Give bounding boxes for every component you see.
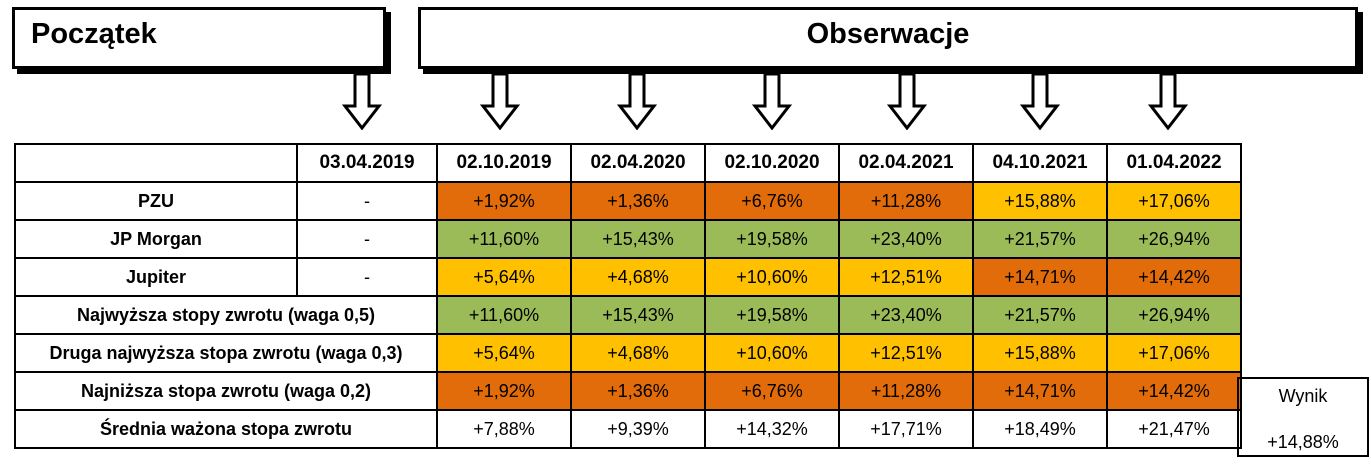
down-arrow-icon	[1020, 72, 1060, 130]
value-cell: +1,92%	[436, 181, 572, 221]
down-arrow-icon	[1148, 72, 1188, 130]
row-label: JP Morgan	[14, 219, 298, 259]
table-row: JP Morgan - +11,60% +15,43% +19,58% +23,…	[14, 219, 1242, 259]
value-cell: +12,51%	[838, 333, 974, 373]
value-cell: +14,32%	[704, 409, 840, 449]
row-label: PZU	[14, 181, 298, 221]
value-cell: +23,40%	[838, 295, 974, 335]
table-row: Średnia ważona stopa zwrotu +7,88% +9,39…	[14, 409, 1242, 449]
row-label: Druga najwyższa stopa zwrotu (waga 0,3)	[14, 333, 438, 373]
value-cell: +14,71%	[972, 257, 1108, 297]
date-header: 03.04.2019	[296, 143, 438, 183]
value-cell: +21,47%	[1106, 409, 1242, 449]
value-cell: +14,42%	[1106, 371, 1242, 411]
value-cell: +17,71%	[838, 409, 974, 449]
value-cell: +10,60%	[704, 333, 840, 373]
returns-table: 03.04.2019 02.10.2019 02.04.2020 02.10.2…	[14, 143, 1242, 449]
date-header: 02.04.2021	[838, 143, 974, 183]
value-cell: +26,94%	[1106, 219, 1242, 259]
start-value: -	[296, 257, 438, 297]
down-arrow-icon	[617, 72, 657, 130]
value-cell: +21,57%	[972, 219, 1108, 259]
result-value: +14,88%	[1267, 432, 1339, 452]
value-cell: +11,28%	[838, 371, 974, 411]
row-label: Jupiter	[14, 257, 298, 297]
row-label: Najniższa stopa zwrotu (waga 0,2)	[14, 371, 438, 411]
value-cell: +6,76%	[704, 181, 840, 221]
value-cell: +11,28%	[838, 181, 974, 221]
date-header: 04.10.2021	[972, 143, 1108, 183]
value-cell: +19,58%	[704, 219, 840, 259]
down-arrow-icon	[480, 72, 520, 130]
value-cell: +18,49%	[972, 409, 1108, 449]
table-row: Najniższa stopa zwrotu (waga 0,2) +1,92%…	[14, 371, 1242, 411]
start-value: -	[296, 219, 438, 259]
value-cell: +5,64%	[436, 333, 572, 373]
value-cell: +4,68%	[570, 333, 706, 373]
value-cell: +1,36%	[570, 371, 706, 411]
value-cell: +21,57%	[972, 295, 1108, 335]
result-label: Wynik	[1278, 386, 1328, 406]
value-cell: +15,88%	[972, 333, 1108, 373]
date-header: 02.10.2020	[704, 143, 840, 183]
value-cell: +5,64%	[436, 257, 572, 297]
date-header: 02.04.2020	[570, 143, 706, 183]
value-cell: +4,68%	[570, 257, 706, 297]
value-cell: +11,60%	[436, 295, 572, 335]
value-cell: +17,06%	[1106, 333, 1242, 373]
value-cell: +12,51%	[838, 257, 974, 297]
table-row: PZU - +1,92% +1,36% +6,76% +11,28% +15,8…	[14, 181, 1242, 221]
value-cell: +14,42%	[1106, 257, 1242, 297]
date-header: 01.04.2022	[1106, 143, 1242, 183]
value-cell: +11,60%	[436, 219, 572, 259]
value-cell: +6,76%	[704, 371, 840, 411]
value-cell: +9,39%	[570, 409, 706, 449]
value-cell: +15,43%	[570, 295, 706, 335]
value-cell: +15,88%	[972, 181, 1108, 221]
start-header-label: Początek	[31, 18, 157, 50]
table-row: Najwyższa stopy zwrotu (waga 0,5) +11,60…	[14, 295, 1242, 335]
row-label: Najwyższa stopy zwrotu (waga 0,5)	[14, 295, 438, 335]
row-label: Średnia ważona stopa zwrotu	[14, 409, 438, 449]
table-row: Druga najwyższa stopa zwrotu (waga 0,3) …	[14, 333, 1242, 373]
date-header: 02.10.2019	[436, 143, 572, 183]
observations-header-label: Obserwacje	[806, 18, 970, 50]
table-row: Jupiter - +5,64% +4,68% +10,60% +12,51% …	[14, 257, 1242, 297]
value-cell: +17,06%	[1106, 181, 1242, 221]
down-arrow-icon	[342, 72, 382, 130]
start-header-box: Początek	[12, 7, 386, 69]
value-cell: +10,60%	[704, 257, 840, 297]
start-value: -	[296, 181, 438, 221]
value-cell: +14,71%	[972, 371, 1108, 411]
value-cell: +1,92%	[436, 371, 572, 411]
value-cell: +1,36%	[570, 181, 706, 221]
corner-cell	[14, 143, 298, 183]
value-cell: +15,43%	[570, 219, 706, 259]
down-arrow-icon	[887, 72, 927, 130]
value-cell: +19,58%	[704, 295, 840, 335]
down-arrow-icon	[752, 72, 792, 130]
value-cell: +7,88%	[436, 409, 572, 449]
value-cell: +26,94%	[1106, 295, 1242, 335]
observations-header-box: Obserwacje	[418, 7, 1358, 69]
dates-header-row: 03.04.2019 02.10.2019 02.04.2020 02.10.2…	[14, 143, 1242, 183]
value-cell: +23,40%	[838, 219, 974, 259]
result-box	[1237, 377, 1369, 457]
